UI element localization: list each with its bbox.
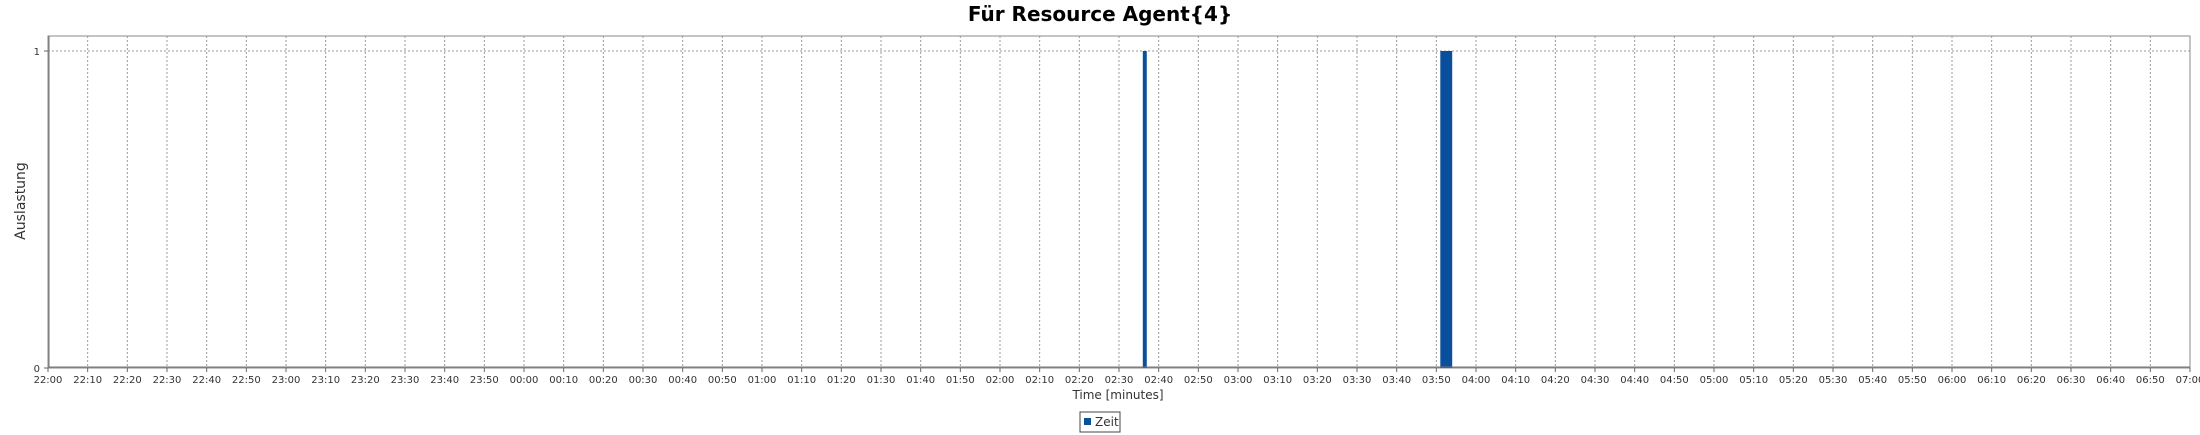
x-tick-label: 04:10 [1501,375,1530,386]
legend-frame [1079,411,1121,433]
x-tick-label: 06:10 [1977,375,2006,386]
x-tick-label: 01:00 [748,375,777,386]
x-tick-label: 01:30 [867,375,896,386]
y-tick-labels: 01 [34,47,40,375]
axes [44,36,2191,372]
legend-label: Zeit [1095,415,1119,429]
x-tick-label: 04:50 [1660,375,1689,386]
x-tick-label: 23:50 [470,375,499,386]
x-tick-label: 01:40 [906,375,935,386]
bar [1142,51,1147,368]
x-tick-label: 02:30 [1105,375,1134,386]
x-tick-label: 07:00 [2176,375,2200,386]
y-tick-label: 0 [34,364,40,375]
x-tick-label: 04:30 [1581,375,1610,386]
x-tick-label: 22:40 [192,375,221,386]
x-tick-label: 00:50 [708,375,737,386]
x-tick-label: 22:10 [73,375,102,386]
x-tick-label: 05:10 [1739,375,1768,386]
x-tick-label: 04:00 [1462,375,1491,386]
x-tick-label: 00:10 [549,375,578,386]
x-tick-label: 06:00 [1938,375,1967,386]
x-tick-label: 23:20 [351,375,380,386]
x-tick-label: 04:40 [1620,375,1649,386]
x-tick-label: 06:30 [2057,375,2086,386]
x-tick-label: 00:40 [668,375,697,386]
legend-swatch [1084,418,1091,425]
x-tick-label: 02:20 [1065,375,1094,386]
x-tick-label: 05:20 [1779,375,1808,386]
x-tick-label: 22:20 [113,375,142,386]
x-tick-label: 06:50 [2136,375,2165,386]
y-axis-label: Auslastung [13,162,29,240]
x-tick-label: 22:30 [153,375,182,386]
x-tick-label: 03:10 [1263,375,1292,386]
x-tick-label: 00:20 [589,375,618,386]
bar [1440,51,1453,368]
x-tick-label: 03:20 [1303,375,1332,386]
x-tick-label: 03:40 [1382,375,1411,386]
legend: Zeit [1079,411,1121,433]
x-tick-label: 05:40 [1858,375,1887,386]
x-tick-label: 23:10 [311,375,340,386]
x-tick-label: 23:40 [430,375,459,386]
x-axis-label: Time [minutes] [1071,388,1163,402]
x-tick-label: 00:00 [510,375,539,386]
x-tick-label: 02:10 [1025,375,1054,386]
x-tick-labels: 22:00 22:10 22:20 22:30 22:40 22:50 23:00 23:10… [34,375,2200,386]
x-tick-label: 05:50 [1898,375,1927,386]
bars [1142,51,1453,368]
grid-lines [48,36,2190,368]
x-tick-label: 02:50 [1184,375,1213,386]
x-tick-label: 23:00 [272,375,301,386]
x-tick-label: 01:10 [787,375,816,386]
x-tick-label: 04:20 [1541,375,1570,386]
x-tick-label: 06:40 [2096,375,2125,386]
x-tick-label: 05:00 [1700,375,1729,386]
x-tick-label: 01:50 [946,375,975,386]
x-tick-label: 23:30 [391,375,420,386]
x-tick-label: 03:50 [1422,375,1451,386]
y-tick-label: 1 [34,47,40,58]
x-tick-label: 00:30 [629,375,658,386]
x-tick-label: 06:20 [2017,375,2046,386]
chart-title: Für Resource Agent{4} [968,2,1232,26]
x-tick-label: 22:00 [34,375,63,386]
x-tick-label: 03:00 [1224,375,1253,386]
x-tick-label: 22:50 [232,375,261,386]
x-tick-label: 03:30 [1343,375,1372,386]
x-tick-label: 05:30 [1819,375,1848,386]
x-tick-label: 01:20 [827,375,856,386]
x-tick-label: 02:00 [986,375,1015,386]
x-tick-label: 02:40 [1144,375,1173,386]
